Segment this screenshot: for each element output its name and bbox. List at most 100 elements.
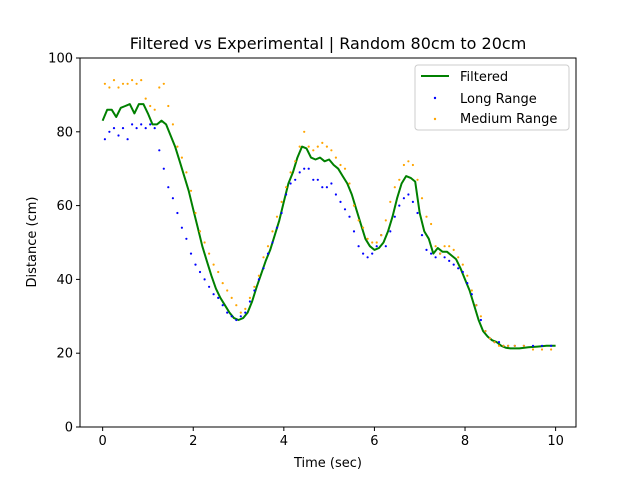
- long-range-point: [180, 226, 183, 229]
- long-range-point: [285, 193, 288, 196]
- medium-range-point: [289, 171, 292, 174]
- long-range-point: [531, 344, 535, 347]
- medium-range-point: [466, 274, 469, 277]
- medium-range-point: [384, 219, 387, 222]
- long-range-point: [162, 167, 165, 170]
- x-axis-label: Time (sec): [293, 456, 362, 471]
- medium-range-point: [470, 289, 473, 292]
- medium-range-point: [430, 222, 433, 226]
- medium-range-point: [457, 256, 460, 259]
- plot-area: [101, 79, 556, 351]
- y-tick-label: 40: [56, 273, 73, 288]
- x-tick-label: 4: [280, 434, 288, 449]
- x-tick-label: 8: [461, 434, 469, 449]
- legend: Filtered Long Range Medium Range: [414, 64, 570, 131]
- medium-range-point: [531, 348, 535, 351]
- medium-range-point: [167, 104, 170, 108]
- medium-range-point: [375, 241, 378, 244]
- medium-range-point: [513, 344, 516, 347]
- long-range-point: [262, 267, 265, 270]
- long-range-point: [470, 293, 473, 296]
- long-range-point: [294, 178, 297, 181]
- medium-range-point: [171, 123, 174, 126]
- medium-range-point: [484, 330, 487, 333]
- x-tick-label: 2: [189, 434, 197, 449]
- long-range-point: [266, 252, 270, 255]
- long-range-point: [334, 193, 337, 196]
- long-range-point: [189, 252, 193, 255]
- medium-range-point: [144, 97, 147, 100]
- medium-range-point: [271, 230, 274, 233]
- chart-title: Filtered vs Experimental | Random 80cm t…: [130, 34, 527, 53]
- medium-range-point: [475, 304, 478, 307]
- legend-box: [414, 64, 570, 131]
- long-range-point: [339, 200, 342, 203]
- medium-range-point: [307, 145, 310, 148]
- long-range-point: [271, 241, 274, 244]
- medium-range-point: [117, 86, 120, 89]
- long-range-point: [298, 171, 301, 174]
- medium-range-point: [502, 344, 505, 347]
- long-range-point: [466, 282, 469, 285]
- x-tick-label: 0: [99, 434, 107, 449]
- long-range-point: [366, 256, 369, 259]
- long-range-point: [208, 285, 211, 288]
- long-range-point: [135, 127, 138, 130]
- long-range-point: [194, 263, 197, 266]
- medium-range-point: [203, 241, 206, 244]
- long-range-point: [289, 182, 292, 185]
- medium-range-point: [303, 130, 306, 133]
- long-range-point: [176, 211, 179, 215]
- long-range-point: [112, 127, 116, 130]
- long-range-point: [239, 315, 242, 318]
- long-range-point: [402, 197, 405, 200]
- medium-range-point: [389, 200, 392, 203]
- long-range-point: [357, 245, 360, 248]
- medium-range-point: [488, 337, 491, 340]
- y-axis-ticks: 0 20 40 60 80 100: [48, 52, 80, 436]
- medium-range-point: [257, 274, 260, 277]
- long-range-point: [457, 267, 460, 270]
- long-range-point: [275, 226, 279, 229]
- medium-range-point: [158, 86, 161, 89]
- medium-range-point: [135, 82, 138, 85]
- medium-range-point: [176, 145, 179, 148]
- long-range-point: [185, 237, 188, 240]
- medium-range-point: [348, 182, 351, 185]
- long-range-point: [226, 311, 229, 314]
- medium-range-point: [162, 82, 165, 85]
- long-range-point: [230, 315, 233, 318]
- medium-range-point: [493, 341, 496, 344]
- medium-range-point: [443, 245, 446, 248]
- long-range-point: [398, 204, 401, 207]
- long-range-point: [479, 318, 482, 322]
- long-range-point: [126, 138, 129, 141]
- medium-range-point: [140, 79, 143, 82]
- medium-range-point: [411, 163, 414, 167]
- long-range-point: [212, 293, 215, 296]
- long-range-point: [352, 230, 356, 233]
- medium-range-point: [230, 296, 233, 299]
- medium-range-point: [121, 82, 125, 85]
- medium-range-point: [253, 285, 256, 288]
- long-range-point: [330, 182, 333, 185]
- long-range-point: [316, 178, 319, 181]
- long-range-point: [430, 252, 433, 255]
- medium-range-point: [298, 145, 301, 148]
- medium-range-point: [226, 289, 229, 292]
- long-range-point: [235, 318, 238, 322]
- long-range-point: [253, 289, 256, 292]
- medium-range-point: [235, 304, 238, 307]
- x-axis-ticks: 0 2 4 6 8 10: [99, 427, 564, 449]
- long-range-point: [393, 215, 396, 218]
- medium-range-point: [131, 79, 134, 82]
- medium-range-point: [198, 230, 202, 233]
- medium-range-point: [461, 263, 464, 266]
- long-range-point: [497, 341, 501, 344]
- medium-range-point: [185, 171, 188, 174]
- long-range-point: [257, 278, 260, 281]
- long-range-point: [167, 186, 170, 189]
- long-range-point: [325, 186, 328, 189]
- medium-range-point: [402, 163, 405, 167]
